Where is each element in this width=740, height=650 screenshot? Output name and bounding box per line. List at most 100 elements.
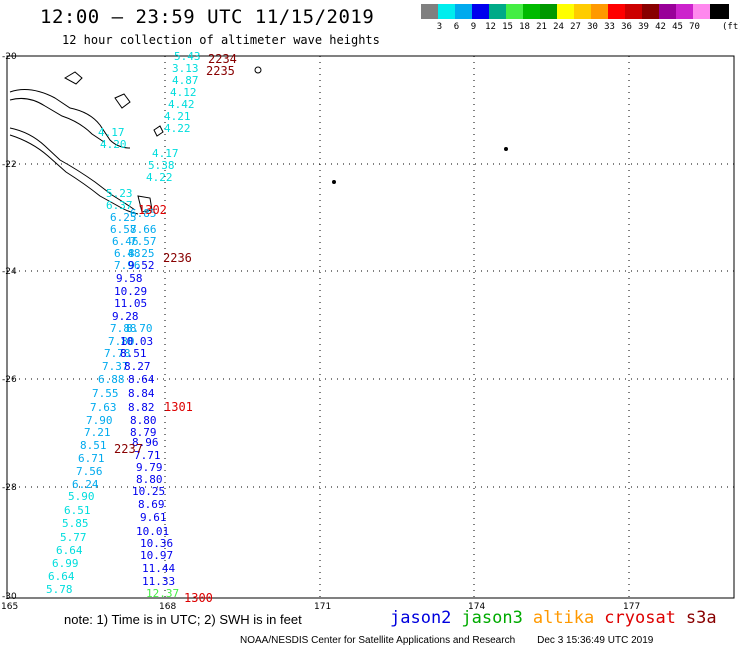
coastline-segment xyxy=(9,134,139,215)
wave-height-value: 9.79 xyxy=(136,461,163,474)
wave-height-value: 8.84 xyxy=(128,387,155,400)
wave-height-value: 6.25 xyxy=(110,211,137,224)
wave-height-value: 8.69 xyxy=(138,498,165,511)
credit-line: NOAA/NESDIS Center for Satellite Applica… xyxy=(240,635,653,646)
satellite-legend: jason2 jason3 altika cryosat s3a xyxy=(390,608,727,628)
wave-height-value: 10.29 xyxy=(114,285,147,298)
legend-label: 27 xyxy=(570,22,581,32)
wave-height-value: 10.03 xyxy=(120,335,153,348)
lon-label: 177 xyxy=(623,602,640,612)
legend-swatch xyxy=(506,4,525,19)
satellite-s3a: s3a xyxy=(685,608,717,628)
wave-height-value: 5.43 xyxy=(174,50,201,63)
wave-height-value: 7.57 xyxy=(130,235,157,248)
lat-label: -26 xyxy=(2,375,17,385)
coastline-segment xyxy=(9,89,131,149)
wave-height-value: 6.88 xyxy=(98,373,125,386)
lat-label: -22 xyxy=(2,160,17,170)
wave-height-value: 7.56 xyxy=(76,465,103,478)
wave-height-value: 6.24 xyxy=(72,478,99,491)
wave-height-value: 7.80 xyxy=(108,335,135,348)
wave-height-value: 12.37 xyxy=(146,587,179,600)
satellite-cryosat: cryosat xyxy=(604,608,676,628)
map-title: 12:00 – 23:59 UTC 11/15/2019 xyxy=(40,6,375,28)
wave-height-value: 7.63 xyxy=(90,401,117,414)
legend-swatch xyxy=(642,4,661,19)
wave-height-value: 6.64 xyxy=(48,570,75,583)
wave-height-value: 8.64 xyxy=(128,373,155,386)
wave-height-value: 8.80 xyxy=(136,473,163,486)
pass-time-label: 2235 xyxy=(206,64,235,78)
wave-height-value: 8.25 xyxy=(128,247,155,260)
wave-height-value: 6.51 xyxy=(64,504,91,517)
coastline-segment xyxy=(153,125,164,137)
wave-height-value: 5.23 xyxy=(106,187,133,200)
legend-swatch xyxy=(591,4,610,19)
wave-height-value: 8.51 xyxy=(80,439,107,452)
legend-swatch xyxy=(540,4,559,19)
coastline-segment xyxy=(9,98,105,143)
wave-height-value: 4.42 xyxy=(168,98,195,111)
coastline-segment xyxy=(9,127,136,211)
legend-label: 33 xyxy=(604,22,615,32)
wave-height-value: 11.44 xyxy=(142,562,175,575)
wave-height-value: 5.90 xyxy=(68,490,95,503)
wave-height-value: 4.87 xyxy=(172,74,199,87)
legend-label: 3 xyxy=(436,22,443,32)
legend-label: 9 xyxy=(470,22,477,32)
wave-height-value: 4.20 xyxy=(100,138,127,151)
wave-height-value: 7.21 xyxy=(84,426,111,439)
lat-label: -20 xyxy=(2,52,17,62)
legend-label: 12 xyxy=(485,22,496,32)
legend-label: 39 xyxy=(638,22,649,32)
wave-height-value: 7.78 xyxy=(104,347,131,360)
legend-swatch xyxy=(421,4,440,19)
legend-swatch xyxy=(574,4,593,19)
wave-height-value: 8.82 xyxy=(128,401,155,414)
graticule xyxy=(7,56,734,598)
wave-height-value: 11.33 xyxy=(142,575,175,588)
lat-label: -28 xyxy=(2,483,17,493)
legend-label: 15 xyxy=(502,22,513,32)
wave-height-value: 4.17 xyxy=(98,126,125,139)
lon-label: 174 xyxy=(468,602,485,612)
pass-time-label: 1301 xyxy=(164,400,193,414)
island xyxy=(332,180,336,184)
wave-height-value: 4.12 xyxy=(170,86,197,99)
wave-height-value: 4.22 xyxy=(164,122,191,135)
legend-label: 24 xyxy=(553,22,564,32)
map-subtitle: 12 hour collection of altimeter wave hei… xyxy=(62,33,380,47)
wave-height-value: 6.85 xyxy=(130,207,157,220)
wave-height-value: 8.80 xyxy=(130,414,157,427)
coastline xyxy=(9,66,508,215)
satellite-altika: altika xyxy=(532,608,595,628)
coastline-segment xyxy=(114,93,131,109)
pass-time-label: 2237 xyxy=(114,442,143,456)
lat-label: -30 xyxy=(2,592,17,602)
lon-label: 165 xyxy=(1,602,18,612)
wave-height-value: 10.01 xyxy=(136,525,169,538)
satellite-jason3: jason3 xyxy=(461,608,523,628)
wave-height-value: 11.05 xyxy=(114,297,147,310)
legend-label: 36 xyxy=(621,22,632,32)
map-frame xyxy=(6,55,735,599)
coastline-segment xyxy=(137,195,153,213)
pass-time-label: 2236 xyxy=(163,251,192,265)
credit-date: Dec 3 15:36:49 UTC 2019 xyxy=(537,635,654,646)
lon-label: 168 xyxy=(159,602,176,612)
wave-height-value: 6.37 xyxy=(106,199,133,212)
wave-height-value: 7.66 xyxy=(130,223,157,236)
legend-swatch xyxy=(608,4,627,19)
credit-text: NOAA/NESDIS Center for Satellite Applica… xyxy=(240,635,516,646)
wave-height-value: 10.97 xyxy=(140,549,173,562)
wave-height-value: 6.48 xyxy=(114,247,141,260)
wave-height-value: 8.70 xyxy=(126,322,153,335)
legend-swatch xyxy=(659,4,678,19)
legend-swatch xyxy=(455,4,474,19)
legend-label: 70 xyxy=(689,22,700,32)
legend-label: 30 xyxy=(587,22,598,32)
wave-height-value: 7.37 xyxy=(102,360,129,373)
